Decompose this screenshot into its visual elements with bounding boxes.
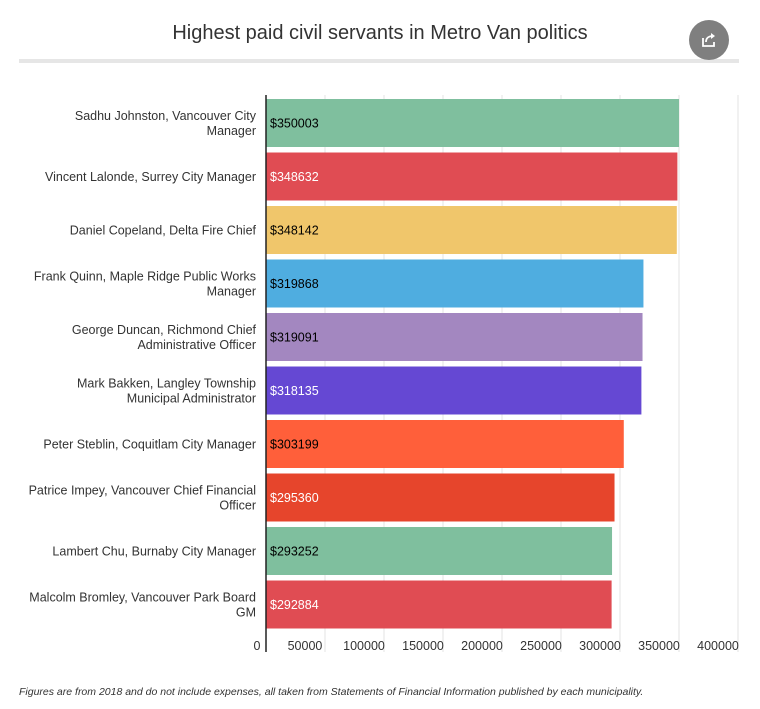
category-label: Frank Quinn, Maple Ridge Public Works	[34, 270, 256, 284]
x-tick-label: 0	[254, 639, 261, 653]
category-label: Sadhu Johnston, Vancouver City	[75, 109, 257, 123]
data-label: $350003	[270, 117, 319, 131]
category-label: Patrice Impey, Vancouver Chief Financial	[29, 484, 256, 498]
x-tick-label: 400000	[697, 639, 739, 653]
bar	[266, 206, 677, 254]
category-label: Mark Bakken, Langley Township	[77, 377, 256, 391]
data-label: $295360	[270, 491, 319, 505]
category-label: Vincent Lalonde, Surrey City Manager	[45, 170, 256, 184]
x-tick-label: 50000	[288, 639, 323, 653]
data-label: $319868	[270, 277, 319, 291]
data-label: $318135	[270, 384, 319, 398]
category-label: Officer	[219, 499, 256, 513]
category-label: Manager	[207, 285, 256, 299]
bar	[266, 366, 642, 415]
category-label: Malcolm Bromley, Vancouver Park Board	[29, 591, 256, 605]
category-label: GM	[236, 606, 256, 620]
share-icon	[702, 33, 715, 47]
category-label: Peter Steblin, Coquitlam City Manager	[43, 438, 256, 452]
data-label: $293252	[270, 545, 319, 559]
category-label: Daniel Copeland, Delta Fire Chief	[70, 224, 257, 238]
data-label: $292884	[270, 598, 319, 612]
bar	[266, 152, 678, 201]
data-label: $303199	[270, 438, 319, 452]
data-label: $348632	[270, 170, 319, 184]
bar	[266, 313, 643, 361]
category-label: Manager	[207, 124, 256, 138]
category-label: Lambert Chu, Burnaby City Manager	[52, 545, 256, 559]
x-tick-label: 150000	[402, 639, 444, 653]
x-tick-label: 300000	[579, 639, 621, 653]
category-label: George Duncan, Richmond Chief	[72, 323, 257, 337]
category-label: Administrative Officer	[137, 338, 256, 352]
title-divider	[19, 59, 739, 63]
data-label: $319091	[270, 331, 319, 345]
bar	[266, 527, 613, 575]
share-button[interactable]	[689, 20, 729, 60]
footnote: Figures are from 2018 and do not include…	[19, 686, 644, 698]
x-tick-label: 100000	[343, 639, 385, 653]
bar	[266, 580, 612, 629]
x-tick-label: 200000	[461, 639, 503, 653]
chart-title: Highest paid civil servants in Metro Van…	[172, 22, 588, 44]
bar	[266, 259, 644, 308]
data-label: $348142	[270, 224, 319, 238]
x-tick-label: 250000	[520, 639, 562, 653]
bar	[266, 420, 624, 468]
x-tick-label: 350000	[638, 639, 680, 653]
bar	[266, 99, 680, 147]
bar	[266, 473, 615, 522]
category-label: Municipal Administrator	[127, 392, 256, 406]
